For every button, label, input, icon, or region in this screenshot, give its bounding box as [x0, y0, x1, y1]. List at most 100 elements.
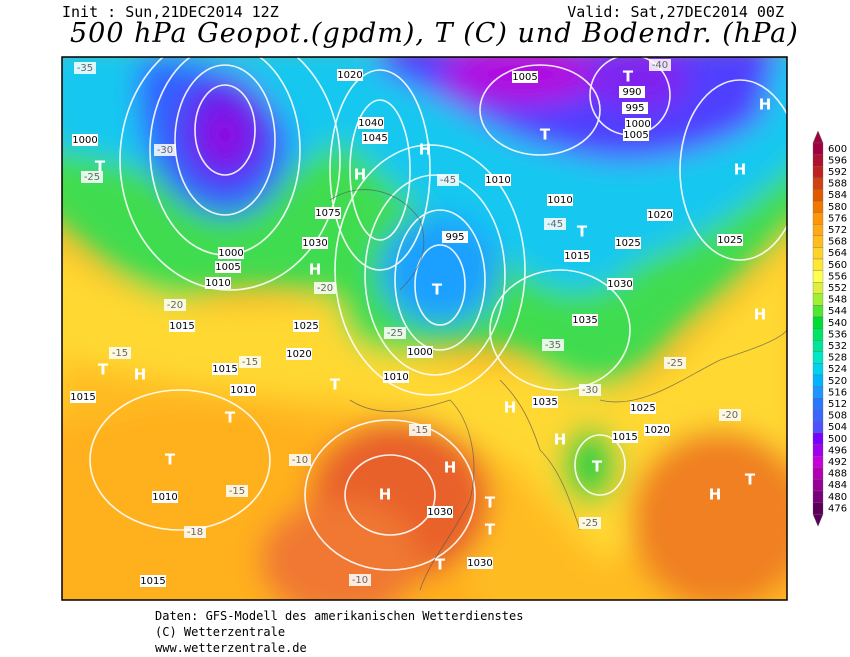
- temperature-label: -25: [84, 172, 100, 183]
- isobar-label-box: [612, 431, 638, 443]
- temperature-label: -45: [547, 219, 563, 230]
- isobar-label-box: [358, 117, 384, 129]
- valid-time: Valid: Sat,27DEC2014 00Z: [567, 3, 784, 21]
- colorbar-swatch: [812, 351, 824, 364]
- isobar-label-box: [442, 231, 468, 243]
- colorbar-end: [812, 130, 824, 144]
- colorbar-swatch: [812, 177, 824, 190]
- colorbar-swatch: [812, 467, 824, 480]
- temperature-label: -18: [187, 527, 203, 538]
- colorbar-label: 504: [828, 422, 847, 433]
- pressure-system: T: [165, 451, 176, 469]
- colorbar-label: 476: [828, 503, 847, 514]
- pressure-system: H: [504, 399, 517, 417]
- isobar-label: 1010: [152, 492, 177, 503]
- colorbar-label: 592: [828, 167, 847, 178]
- colorbar-swatch: [812, 340, 824, 352]
- isobar-label: 1020: [337, 70, 362, 81]
- colorbar-label: 560: [828, 260, 847, 271]
- pressure-system: T: [95, 158, 106, 176]
- temperature-label: -15: [112, 348, 128, 359]
- temperature-label-box: [289, 454, 311, 466]
- isobar-label-box: [564, 250, 590, 262]
- isobar-label: 1010: [383, 372, 408, 383]
- temperature-label-box: [579, 384, 601, 396]
- temperature-label-box: [437, 174, 459, 186]
- colorbar-label: 480: [828, 492, 847, 503]
- colorbar-swatch: [812, 432, 824, 445]
- colorbar-swatch: [812, 154, 824, 167]
- isobar-label-box: [140, 575, 166, 587]
- temperature-label-box: [109, 347, 131, 359]
- temperature-label: -30: [582, 385, 598, 396]
- colorbar-label: 524: [828, 364, 847, 375]
- isobar-label: 1015: [140, 576, 165, 587]
- colorbar-swatch: [812, 328, 824, 341]
- colorbar-label: 496: [828, 445, 847, 456]
- isobar-label: 1035: [572, 315, 597, 326]
- isobar-label: 1045: [362, 133, 387, 144]
- isobar-label: 1030: [427, 507, 452, 518]
- temperature-label: -20: [317, 283, 333, 294]
- isobar-label: 1015: [169, 321, 194, 332]
- colorbar-swatch: [812, 374, 824, 387]
- temperature-label: -35: [77, 63, 93, 74]
- isobar-label: 1015: [612, 432, 637, 443]
- isobar-label-box: [230, 384, 256, 396]
- isobar-label: 1025: [615, 238, 640, 249]
- isobar-label-box: [427, 506, 453, 518]
- colorbar-label: 556: [828, 271, 847, 282]
- colorbar-swatch: [812, 224, 824, 236]
- isobar-label: 995: [625, 103, 644, 114]
- isobar-label: 1000: [407, 347, 432, 358]
- isobar-label-box: [215, 261, 241, 273]
- colorbar-label: 540: [828, 318, 847, 329]
- colorbar-label: 584: [828, 190, 847, 201]
- colorbar-swatch: [812, 305, 824, 318]
- isobar-label: 1075: [315, 208, 340, 219]
- temperature-label-box: [664, 357, 686, 369]
- pressure-system: T: [432, 281, 443, 299]
- isobar-label-box: [619, 86, 645, 98]
- isobar-label-box: [622, 102, 648, 114]
- colorbar-label: 572: [828, 225, 847, 236]
- isobar-label: 1025: [293, 321, 318, 332]
- pressure-system: H: [419, 141, 432, 159]
- colorbar-swatch: [812, 293, 824, 306]
- isobar-label: 1020: [644, 425, 669, 436]
- colorbar-label: 512: [828, 399, 847, 410]
- pressure-system: T: [623, 68, 634, 86]
- temperature-label: -15: [229, 486, 245, 497]
- pressure-system: T: [485, 494, 496, 512]
- isobar-label-box: [717, 234, 743, 246]
- colorbar-label: 500: [828, 434, 847, 445]
- isobar-label-box: [212, 363, 238, 375]
- pressure-system: H: [354, 166, 367, 184]
- temperature-label-box: [409, 424, 431, 436]
- temperature-label: -10: [292, 455, 308, 466]
- pressure-system: T: [330, 376, 341, 394]
- isobar-label-box: [302, 237, 328, 249]
- isobar-label-box: [152, 491, 178, 503]
- isobar-label: 1010: [485, 175, 510, 186]
- pressure-system: T: [225, 409, 236, 427]
- isobar-label: 1030: [467, 558, 492, 569]
- isobar-label-box: [337, 69, 363, 81]
- isobar-label-box: [625, 118, 651, 130]
- isobar-label-box: [623, 129, 649, 141]
- isobar-label: 1010: [230, 385, 255, 396]
- isobar-label: 1040: [358, 118, 383, 129]
- isobar-label: 1005: [623, 130, 648, 141]
- temperature-label: -35: [545, 340, 561, 351]
- colorbar-swatch: [812, 270, 824, 283]
- isobar-label: 1015: [212, 364, 237, 375]
- colorbar-swatch: [812, 363, 824, 376]
- isobar-label-box: [485, 174, 511, 186]
- pressure-system: T: [592, 458, 603, 476]
- temperature-label: -30: [157, 145, 173, 156]
- isobar-label-box: [547, 194, 573, 206]
- temperature-label-box: [649, 59, 671, 71]
- pressure-system: H: [754, 306, 767, 324]
- footer-line: Daten: GFS-Modell des amerikanischen Wet…: [155, 609, 524, 623]
